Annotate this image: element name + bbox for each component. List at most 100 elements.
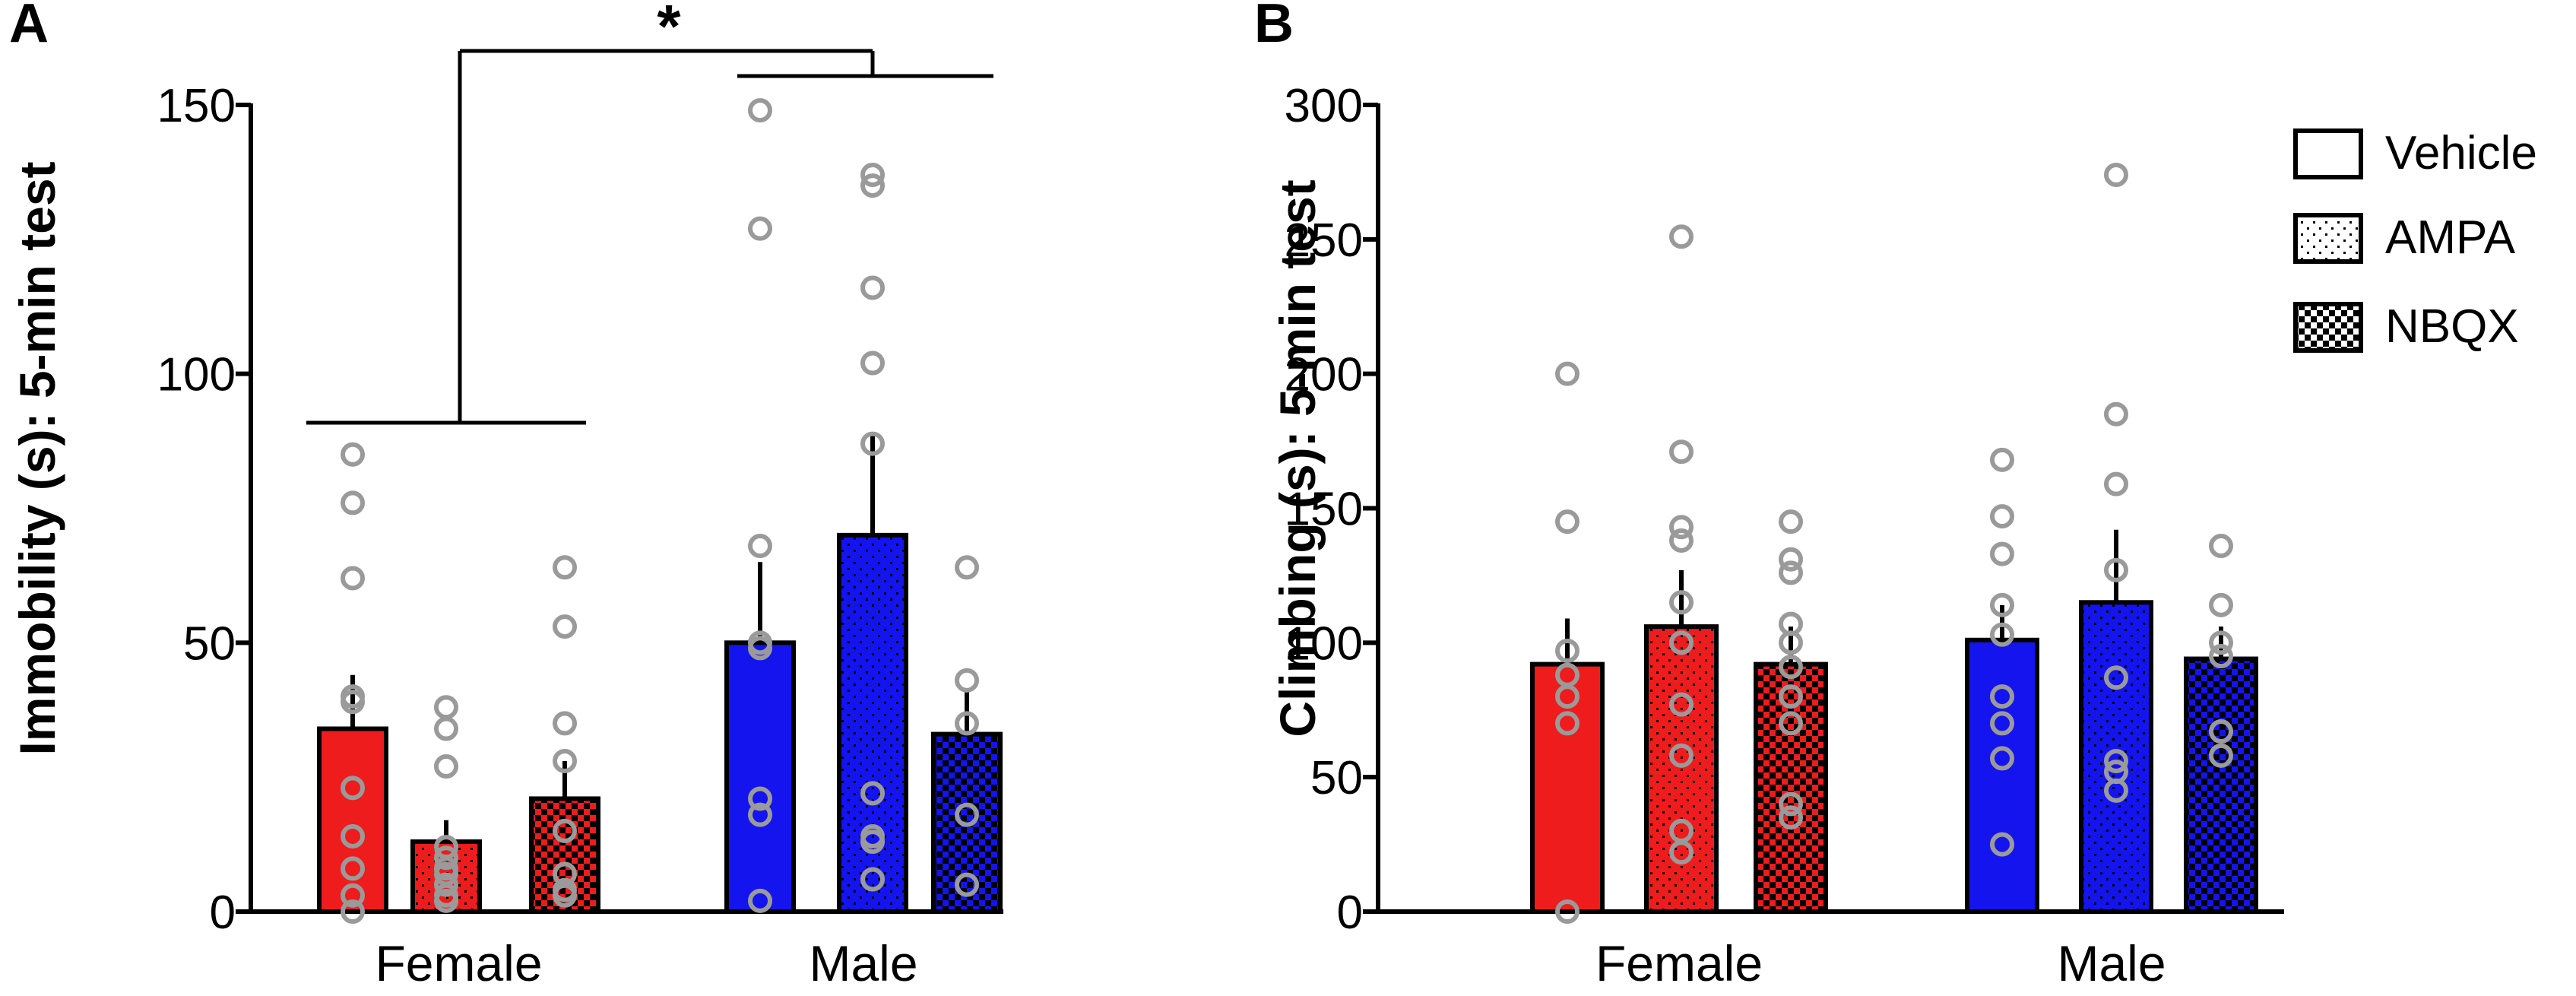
panel-b-category-label-female: Female: [1595, 935, 1763, 991]
panel-b-point-female-nbqx-0: [1779, 509, 1803, 534]
panel-b-point-male-ampa-3: [2104, 557, 2128, 582]
panel-b-bar-male-ampa: [2079, 600, 2153, 914]
panel-b-point-female-nbqx-4: [1779, 630, 1803, 655]
legend-item-ampa: AMPA: [2293, 211, 2516, 264]
panel-b-point-male-vehicle-3: [1990, 592, 2014, 617]
panel-a-point-female-nbqx-1: [553, 614, 577, 639]
panel-a-point-female-ampa-4: [434, 845, 458, 871]
panel-b-point-male-vehicle-7: [1990, 746, 2014, 771]
panel-b-point-male-vehicle-0: [1990, 447, 2014, 472]
panel-b-point-female-ampa-6: [1669, 692, 1694, 717]
panel-a-point-male-ampa-7: [860, 829, 885, 855]
panel-b-point-male-vehicle-6: [1990, 711, 2014, 736]
panel-a-point-male-vehicle-5: [748, 786, 772, 811]
panel-b-point-male-nbqx-0: [2209, 534, 2233, 559]
panel-a-point-male-nbqx-4: [955, 872, 979, 897]
panel-a-y-tick-label-150: 150: [157, 80, 236, 132]
panel-a-point-male-ampa-4: [860, 431, 885, 456]
panel-b-point-female-ampa-9: [1669, 840, 1694, 865]
panel-a-point-female-ampa-7: [434, 872, 458, 897]
panel-a-point-female-vehicle-7: [341, 856, 365, 881]
panel-a-bar-male-ampa: [837, 532, 908, 914]
panel-b-point-male-nbqx-2: [2209, 630, 2233, 655]
panel-b-point-female-ampa-2: [1669, 515, 1694, 540]
panel-a-point-male-vehicle-4: [748, 636, 772, 661]
panel-b-y-tick-label-150: 150: [1285, 484, 1363, 536]
significance-asterisk: *: [657, 0, 681, 60]
panel-b-point-female-ampa-4: [1669, 590, 1694, 615]
panel-b-point-female-nbqx-7: [1779, 711, 1803, 736]
panel-a-point-female-ampa-0: [434, 695, 458, 720]
panel-b-point-male-ampa-1: [2104, 401, 2128, 427]
panel-a-point-female-nbqx-4: [553, 818, 577, 843]
panel-a-immobility-chart: 0 50 100 150 Female Male: [157, 80, 1003, 991]
panel-a-category-label-female: Female: [375, 935, 542, 991]
panel-a-point-female-vehicle-9: [341, 899, 365, 924]
panel-b-point-male-ampa-4: [2104, 665, 2128, 690]
panel-b-point-male-vehicle-4: [1990, 622, 2014, 647]
panel-a-point-female-ampa-2: [434, 754, 458, 779]
panel-a-point-male-ampa-2: [860, 275, 885, 300]
panel-a-point-female-nbqx-7: [553, 883, 577, 908]
panel-b-y-tick-label-50: 50: [1310, 752, 1363, 804]
panel-b-bar-female-nbqx: [1754, 661, 1828, 914]
panel-b-point-female-vehicle-0: [1555, 361, 1580, 386]
panel-b-point-male-vehicle-2: [1990, 541, 2014, 566]
legend-label-ampa: AMPA: [2385, 211, 2516, 264]
panel-b-point-male-ampa-0: [2104, 162, 2128, 187]
panel-a-y-tick-label-50: 50: [183, 617, 236, 670]
panel-b-point-female-vehicle-2: [1555, 638, 1580, 663]
panel-a-point-male-nbqx-2: [955, 711, 979, 736]
panel-b-point-female-vehicle-6: [1555, 899, 1580, 924]
panel-b-category-label-male: Male: [2057, 935, 2166, 991]
panel-a-point-male-nbqx-0: [955, 555, 979, 580]
legend: Vehicle AMPA NBQX: [2293, 127, 2537, 353]
significance-bracket: [306, 49, 993, 425]
panel-b-point-male-nbqx-5: [2209, 743, 2233, 768]
panel-b-point-male-nbqx-4: [2209, 719, 2233, 744]
legend-swatch-nbqx: [2293, 302, 2363, 353]
panel-a-point-male-ampa-3: [860, 351, 885, 376]
panel-b-climbing-chart: 0 50 100 150 200 250 300 Female Male: [1285, 80, 2284, 991]
panel-b-point-female-vehicle-1: [1555, 509, 1580, 534]
panel-b-point-male-ampa-2: [2104, 471, 2128, 496]
legend-swatch-ampa: [2293, 213, 2363, 264]
panel-b-label: B: [1254, 0, 1294, 54]
panel-a-point-female-nbqx-0: [553, 555, 577, 580]
panel-b-point-female-nbqx-2: [1779, 560, 1803, 585]
panel-b-point-male-vehicle-8: [1990, 832, 2014, 857]
panel-b-point-male-vehicle-1: [1990, 504, 2014, 529]
legend-label-nbqx: NBQX: [2385, 300, 2519, 353]
panel-b-point-female-ampa-5: [1669, 630, 1694, 655]
panel-a-y-axis-title: Immobility (s): 5-min test: [9, 161, 65, 755]
panel-b-point-female-vehicle-5: [1555, 711, 1580, 736]
panel-b-point-female-nbqx-6: [1779, 684, 1803, 709]
panel-a-point-female-nbqx-2: [553, 711, 577, 736]
panel-b-y-tick-label-100: 100: [1285, 617, 1363, 670]
panel-b-point-female-vehicle-4: [1555, 684, 1580, 709]
panel-b-point-female-nbqx-5: [1779, 655, 1803, 680]
panel-a-point-female-ampa-9: [434, 888, 458, 913]
panel-b-point-female-ampa-0: [1669, 224, 1694, 249]
panel-a-point-female-vehicle-6: [341, 823, 365, 849]
panel-a-y-tick-label-100: 100: [157, 349, 236, 401]
panel-b-point-female-nbqx-1: [1779, 547, 1803, 572]
panel-b-point-female-nbqx-8: [1779, 791, 1803, 817]
legend-swatch-vehicle: [2293, 128, 2363, 179]
panel-b-bar-male-nbqx: [2184, 656, 2258, 914]
panel-b-point-male-vehicle-5: [1990, 684, 2014, 709]
panel-a-point-male-ampa-5: [860, 781, 885, 806]
panel-a-point-male-ampa-0: [860, 162, 885, 187]
panel-a-point-female-vehicle-0: [341, 442, 365, 467]
panel-a-point-male-ampa-8: [860, 867, 885, 892]
panel-a-point-male-ampa-1: [860, 173, 885, 198]
panel-a-point-male-vehicle-6: [748, 802, 772, 827]
panel-a-point-female-vehicle-4: [341, 690, 365, 715]
panel-b-y-tick-label-300: 300: [1285, 80, 1363, 132]
panel-a-point-male-nbqx-3: [955, 802, 979, 827]
panel-b-y-tick-label-0: 0: [1337, 887, 1363, 939]
legend-item-nbqx: NBQX: [2293, 300, 2519, 353]
panel-a-point-female-vehicle-8: [341, 883, 365, 908]
panel-b-point-male-ampa-7: [2104, 778, 2128, 803]
panel-b-point-female-nbqx-9: [1779, 805, 1803, 830]
